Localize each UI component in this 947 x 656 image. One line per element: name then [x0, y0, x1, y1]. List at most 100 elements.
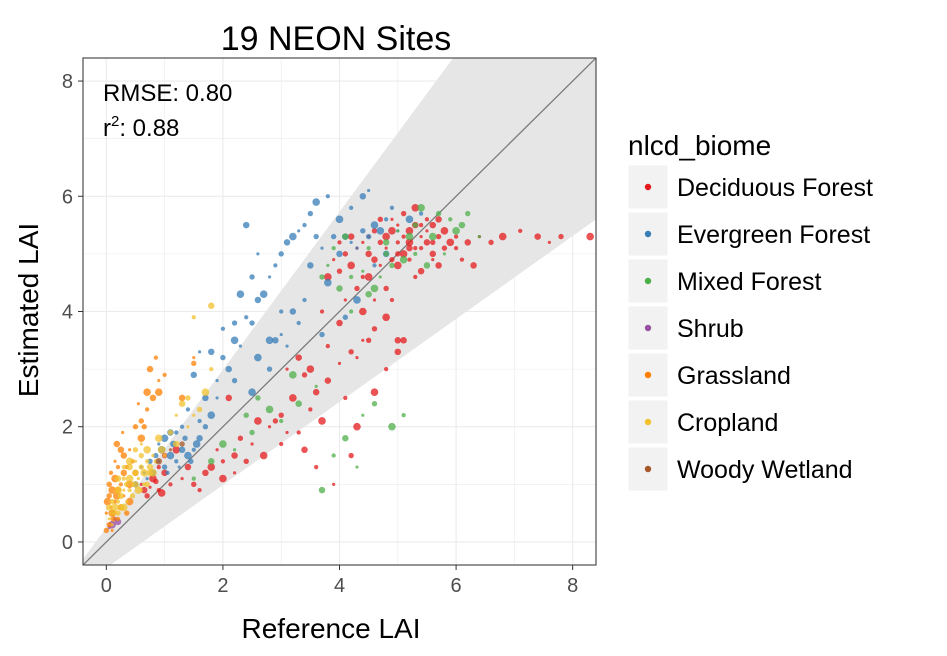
data-point — [219, 440, 227, 448]
data-point — [534, 233, 541, 240]
data-point — [442, 252, 447, 256]
data-point — [307, 210, 314, 217]
data-point — [279, 418, 284, 424]
data-point — [301, 372, 308, 378]
data-point — [230, 336, 239, 345]
data-point — [178, 446, 186, 454]
data-point — [201, 388, 210, 396]
data-point — [365, 233, 372, 240]
data-point — [237, 435, 244, 441]
data-point — [411, 203, 420, 212]
data-point — [470, 262, 477, 269]
data-point — [370, 284, 379, 293]
data-point — [250, 442, 254, 446]
data-point — [153, 452, 159, 459]
data-point — [364, 273, 373, 281]
data-point — [124, 510, 130, 516]
data-point — [453, 245, 459, 251]
data-point — [383, 366, 389, 372]
data-point — [377, 216, 384, 223]
data-point — [125, 474, 134, 483]
data-point — [144, 493, 150, 499]
data-point — [151, 453, 155, 458]
data-point — [191, 315, 196, 320]
x-tick-label: 8 — [567, 575, 578, 597]
data-point — [419, 235, 423, 239]
data-point — [360, 274, 365, 280]
data-point — [413, 274, 418, 280]
data-point — [197, 418, 202, 424]
data-point — [413, 245, 418, 251]
legend-swatch — [644, 465, 652, 473]
data-point — [133, 459, 138, 463]
data-point — [207, 411, 216, 420]
data-point — [377, 239, 384, 246]
data-point — [378, 263, 382, 268]
data-point — [405, 215, 414, 224]
data-point — [124, 481, 130, 488]
data-point — [302, 297, 307, 303]
legend-swatch — [644, 277, 652, 285]
data-point — [452, 227, 460, 235]
data-point — [361, 240, 365, 244]
data-point — [215, 379, 219, 383]
data-point — [178, 400, 186, 407]
data-point — [406, 244, 413, 252]
data-point — [347, 233, 355, 240]
data-point — [231, 320, 238, 326]
data-point — [146, 469, 154, 477]
data-point — [459, 257, 465, 262]
legend-swatch — [644, 324, 652, 332]
data-point — [202, 394, 209, 402]
data-point — [296, 430, 301, 435]
data-point — [185, 395, 191, 401]
data-point — [285, 430, 289, 435]
data-point — [407, 257, 412, 262]
legend-label: Deciduous Forest — [677, 174, 873, 202]
data-point — [372, 298, 377, 302]
data-point — [314, 464, 319, 470]
data-point — [174, 413, 178, 417]
data-point — [238, 344, 242, 348]
data-point — [518, 228, 523, 233]
data-point — [425, 229, 429, 233]
y-tick-label: 8 — [62, 71, 73, 93]
chart-title: 19 NEON Sites — [221, 20, 452, 58]
data-point — [192, 355, 196, 360]
data-point — [279, 332, 283, 337]
data-point — [191, 481, 197, 488]
data-point — [371, 400, 378, 407]
data-point — [297, 229, 301, 233]
data-point — [157, 445, 166, 454]
legend-label: Shrub — [677, 315, 744, 343]
data-point — [243, 412, 249, 418]
data-point — [417, 203, 425, 212]
data-point — [166, 451, 175, 460]
data-point — [139, 488, 143, 492]
data-point — [355, 355, 359, 360]
data-point — [331, 245, 336, 251]
data-point — [488, 239, 494, 246]
data-point — [388, 227, 396, 235]
data-point — [283, 239, 291, 246]
legend-item: Grassland — [627, 352, 791, 398]
data-point — [138, 452, 144, 459]
data-point — [177, 465, 181, 469]
series-mixed-forest — [191, 203, 482, 494]
data-point — [418, 211, 424, 216]
data-point — [185, 407, 191, 412]
data-point — [254, 353, 262, 362]
data-point — [103, 527, 110, 534]
data-point — [399, 250, 408, 258]
y-tick-label: 6 — [62, 186, 73, 208]
data-point — [184, 463, 192, 471]
points — [103, 188, 594, 534]
legend-label: Grassland — [677, 362, 791, 390]
data-point — [179, 441, 185, 447]
data-point — [349, 274, 354, 280]
data-point — [389, 256, 395, 263]
data-point — [153, 478, 159, 485]
data-point — [162, 372, 167, 378]
data-point — [191, 476, 196, 481]
y-axis-title: Estimated LAI — [13, 223, 44, 397]
